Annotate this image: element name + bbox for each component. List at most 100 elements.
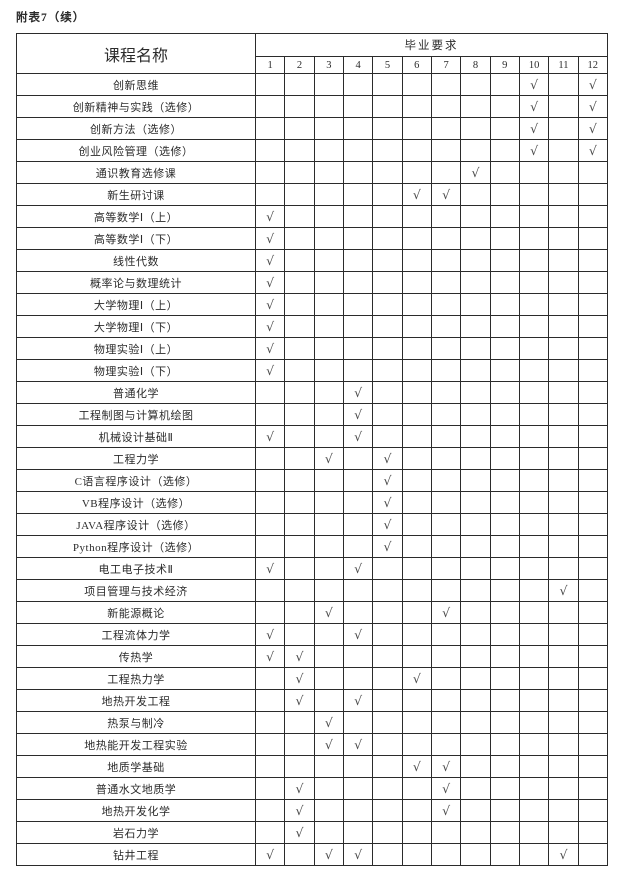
- requirement-column-header: 8: [460, 56, 491, 74]
- empty-cell: [401, 95, 432, 118]
- empty-cell: [577, 623, 609, 646]
- check-mark-cell: √: [577, 73, 609, 96]
- empty-cell: [342, 535, 374, 558]
- empty-cell: [430, 447, 462, 470]
- empty-cell: [460, 843, 491, 866]
- empty-cell: [401, 249, 432, 272]
- empty-cell: [460, 425, 491, 448]
- table-row: 传热学 √ √: [16, 645, 609, 668]
- empty-cell: [489, 667, 520, 690]
- empty-cell: [460, 73, 491, 96]
- empty-cell: [401, 227, 432, 250]
- graduation-requirements-table: 课程名称 毕业要求 1 2 3 4 5 6 7 8 9 10 11 12 创新思维 √ √ 创新精神与实践（…: [16, 33, 609, 866]
- empty-cell: [401, 381, 432, 404]
- empty-cell: [548, 403, 579, 426]
- empty-cell: [430, 711, 462, 734]
- requirement-column-header: 2: [284, 56, 315, 74]
- empty-cell: [489, 249, 520, 272]
- empty-cell: [577, 711, 609, 734]
- table-row: 工程流体力学 √ √: [16, 623, 609, 646]
- empty-cell: [430, 337, 462, 360]
- empty-cell: [342, 359, 374, 382]
- empty-cell: [342, 315, 374, 338]
- empty-cell: [313, 821, 344, 844]
- empty-cell: [430, 117, 462, 140]
- check-mark-cell: √: [284, 821, 315, 844]
- empty-cell: [548, 491, 579, 514]
- empty-cell: [430, 491, 462, 514]
- empty-cell: [372, 183, 403, 206]
- empty-cell: [430, 623, 462, 646]
- empty-cell: [489, 139, 520, 162]
- empty-cell: [430, 689, 462, 712]
- empty-cell: [548, 557, 579, 580]
- empty-cell: [284, 513, 315, 536]
- empty-cell: [401, 469, 432, 492]
- empty-cell: [577, 249, 609, 272]
- empty-cell: [254, 403, 286, 426]
- empty-cell: [342, 821, 374, 844]
- empty-cell: [430, 733, 462, 756]
- empty-cell: [372, 579, 403, 602]
- table-row: 普通水文地质学 √ √: [16, 777, 609, 800]
- empty-cell: [342, 337, 374, 360]
- empty-cell: [401, 733, 432, 756]
- course-name-cell: 普通化学: [16, 381, 256, 404]
- course-name-cell: 钻井工程: [16, 843, 256, 866]
- table-row: 机械设计基础Ⅱ √ √: [16, 425, 609, 448]
- empty-cell: [518, 777, 550, 800]
- empty-cell: [372, 381, 403, 404]
- empty-cell: [577, 447, 609, 470]
- empty-cell: [401, 535, 432, 558]
- empty-cell: [401, 579, 432, 602]
- empty-cell: [254, 73, 286, 96]
- empty-cell: [577, 777, 609, 800]
- table-row: 工程制图与计算机绘图 √: [16, 403, 609, 426]
- empty-cell: [430, 359, 462, 382]
- empty-cell: [489, 271, 520, 294]
- empty-cell: [489, 821, 520, 844]
- empty-cell: [372, 139, 403, 162]
- empty-cell: [460, 227, 491, 250]
- table-row: C语言程序设计（选修） √: [16, 469, 609, 492]
- empty-cell: [254, 689, 286, 712]
- course-name-cell: 地质学基础: [16, 755, 256, 778]
- empty-cell: [342, 711, 374, 734]
- empty-cell: [489, 73, 520, 96]
- empty-cell: [313, 315, 344, 338]
- empty-cell: [430, 821, 462, 844]
- empty-cell: [284, 95, 315, 118]
- empty-cell: [548, 425, 579, 448]
- empty-cell: [284, 491, 315, 514]
- empty-cell: [489, 601, 520, 624]
- empty-cell: [342, 799, 374, 822]
- empty-cell: [372, 843, 403, 866]
- empty-cell: [284, 535, 315, 558]
- empty-cell: [577, 469, 609, 492]
- empty-cell: [401, 73, 432, 96]
- course-name-cell: 地热能开发工程实验: [16, 733, 256, 756]
- check-mark-cell: √: [254, 623, 286, 646]
- empty-cell: [313, 645, 344, 668]
- empty-cell: [284, 579, 315, 602]
- course-name-cell: 普通水文地质学: [16, 777, 256, 800]
- check-mark-cell: √: [401, 667, 432, 690]
- empty-cell: [460, 645, 491, 668]
- empty-cell: [284, 403, 315, 426]
- empty-cell: [342, 601, 374, 624]
- empty-cell: [460, 183, 491, 206]
- course-name-cell: 热泵与制冷: [16, 711, 256, 734]
- empty-cell: [430, 249, 462, 272]
- empty-cell: [372, 623, 403, 646]
- empty-cell: [460, 535, 491, 558]
- course-name-cell: 物理实验Ⅰ（上）: [16, 337, 256, 360]
- empty-cell: [577, 557, 609, 580]
- course-name-cell: 线性代数: [16, 249, 256, 272]
- empty-cell: [284, 315, 315, 338]
- check-mark-cell: √: [372, 469, 403, 492]
- table-row: 地热开发工程 √ √: [16, 689, 609, 712]
- empty-cell: [284, 843, 315, 866]
- empty-cell: [489, 513, 520, 536]
- empty-cell: [401, 271, 432, 294]
- empty-cell: [460, 359, 491, 382]
